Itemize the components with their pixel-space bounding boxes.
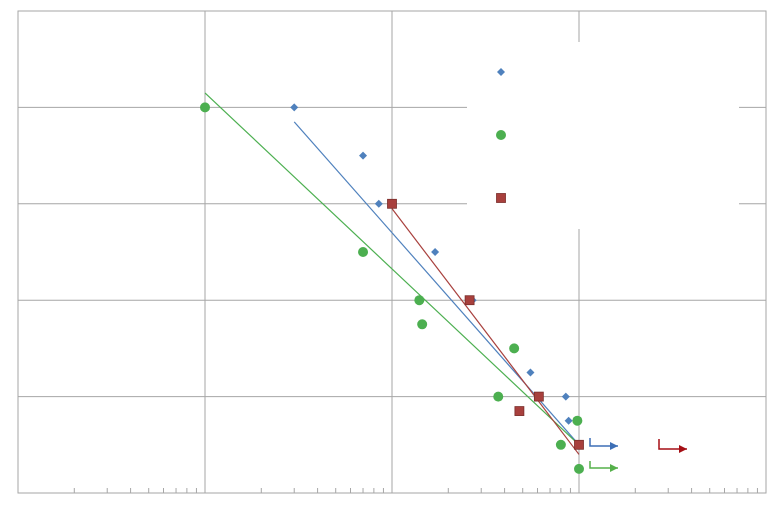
data-point-series-2: [555, 439, 566, 450]
data-point-series-1: [561, 392, 570, 401]
data-point-series-3: [574, 439, 584, 450]
data-point-series-2: [358, 247, 369, 257]
legend-marker-series-3: [496, 193, 506, 203]
arrow-red: [658, 439, 687, 453]
legend-marker-series-2: [496, 130, 506, 140]
trendlines: [204, 92, 580, 455]
data-point-series-3: [464, 295, 475, 306]
data-point-series-2: [509, 343, 520, 354]
data-points: [200, 102, 584, 474]
data-point-series-3: [533, 391, 544, 402]
arrow-annotations: [589, 438, 687, 472]
data-point-series-2: [574, 463, 584, 474]
arrow-blue-head: [610, 442, 618, 450]
data-point-series-1: [374, 199, 383, 208]
trendline-series-3: [391, 208, 580, 455]
arrow-green-head: [610, 464, 618, 472]
data-point-series-2: [493, 391, 504, 402]
arrow-red-shaft: [658, 439, 687, 450]
data-point-series-3: [514, 406, 525, 416]
arrow-green: [589, 461, 618, 472]
data-point-series-1: [290, 103, 299, 112]
data-point-series-1: [359, 151, 368, 160]
data-point-series-2: [417, 319, 428, 330]
arrow-red-head: [679, 445, 687, 453]
arrow-blue-shaft: [589, 438, 618, 447]
legend-box: [467, 42, 739, 229]
data-point-series-2: [200, 102, 210, 113]
data-point-series-2: [414, 295, 425, 306]
data-point-series-1: [431, 248, 440, 256]
legend: [467, 42, 739, 229]
legend-marker-series-1: [497, 68, 505, 76]
trendline-series-2: [204, 92, 580, 446]
arrow-blue: [589, 438, 618, 450]
data-point-series-1: [564, 416, 573, 425]
data-point-series-3: [387, 198, 397, 209]
chart-grid: [17, 10, 767, 494]
trendline-series-1: [293, 121, 580, 446]
arrow-green-shaft: [589, 461, 618, 469]
data-point-series-1: [526, 368, 535, 377]
data-point-series-2: [572, 415, 583, 426]
